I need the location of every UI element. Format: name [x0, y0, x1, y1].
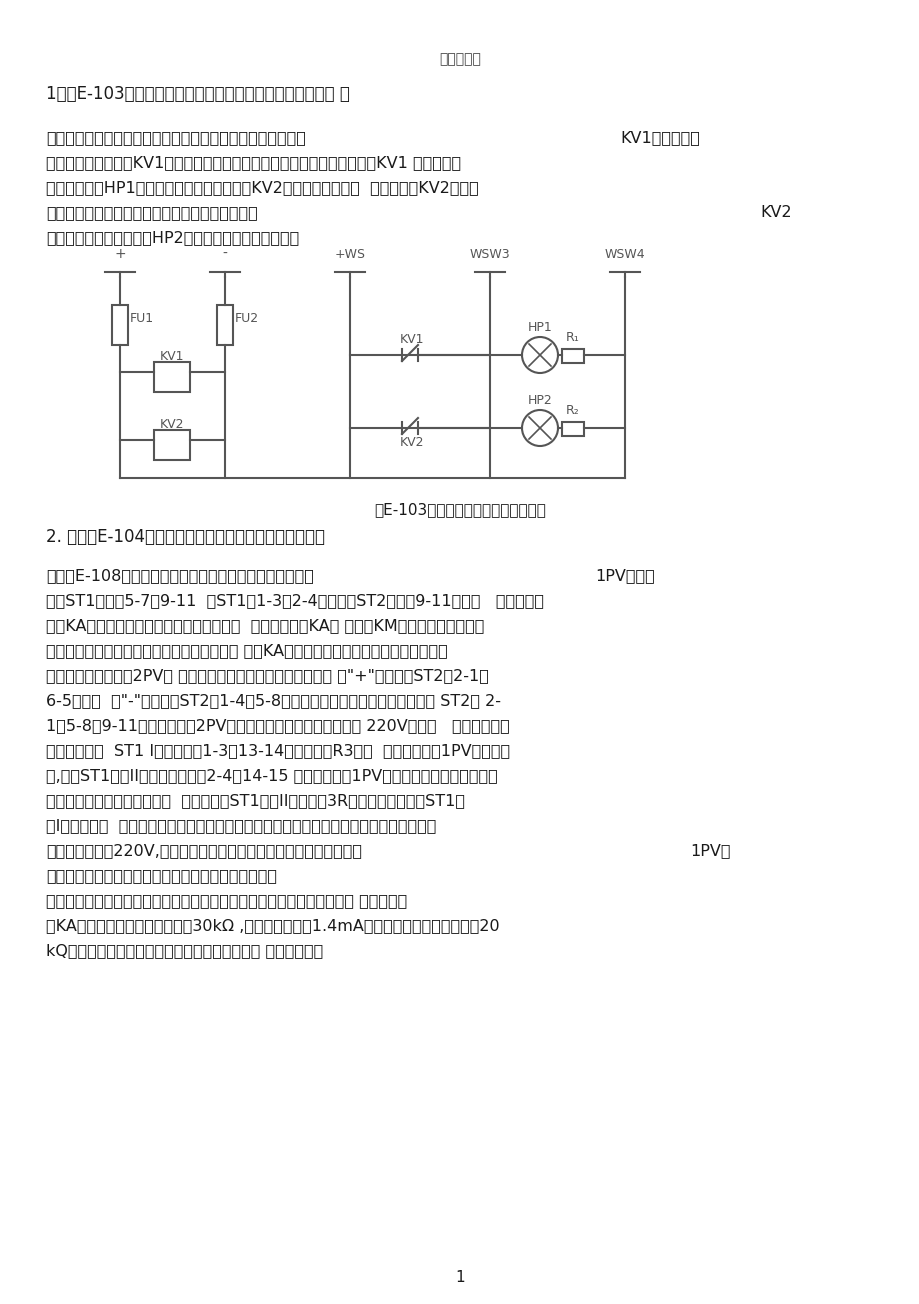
Text: 答：图E-108是常用的绝缘察装置接线图，正常时，电压表: 答：图E-108是常用的绝缘察装置接线图，正常时，电压表	[46, 569, 313, 583]
Text: 图E-103直流母线电压监视装置接线图: 图E-103直流母线电压监视装置接线图	[374, 502, 545, 516]
Text: HP2: HP2	[528, 394, 551, 407]
Text: KV1: KV1	[160, 349, 185, 363]
Bar	[112, 305, 128, 346]
Text: KV2: KV2	[759, 205, 790, 220]
Text: HP1: HP1	[528, 321, 551, 334]
Text: 励磁，其常开触点闭合，HP2光字牌亮，发出音响信号。: 励磁，其常开触点闭合，HP2光字牌亮，发出音响信号。	[46, 230, 299, 245]
Text: FU2: FU2	[234, 312, 259, 325]
Text: KV2: KV2	[160, 419, 185, 432]
Text: 缺点）。此时，可用2PV进 行检查，确定是哪一极的绝缘下降（ 测"+"对地时，ST2的2-1、: 缺点）。此时，可用2PV进 行检查，确定是哪一极的绝缘下降（ 测"+"对地时，S…	[46, 668, 488, 683]
Text: 1、5-8、9-11接通，电压表2PV可测正、负母线间电压，指示为 220V。），   若正极对地绝: 1、5-8、9-11接通，电压表2PV可测正、负母线间电压，指示为 220V。）…	[46, 719, 509, 733]
Text: 1: 1	[455, 1270, 464, 1284]
Text: 1、图E-103为直流母线电压监视装置电路图，请说明其作用 。: 1、图E-103为直流母线电压监视装置电路图，请说明其作用 。	[46, 85, 349, 103]
Text: 至I档，读出直  流系统的对地总绝缘阻值。假如正极发生接地，则正极对地电压等于零。而: 至I档，读出直 流系统的对地总绝缘阻值。假如正极发生接地，则正极对地电压等于零。…	[46, 818, 436, 833]
Bar	[154, 363, 190, 393]
Text: 缘下降，则投  ST1 I档，其触点1-3、13-14接通，调节R3至电  桥平衡电压表1PV指示为零: 缘下降，则投 ST1 I档，其触点1-3、13-14接通，调节R3至电 桥平衡电…	[46, 743, 509, 758]
Text: 而使ST1的触点5-7、9-11  （ST1的1-3、2-4断开）与ST2的触点9-11接通，   投入接地继: 而使ST1的触点5-7、9-11 （ST1的1-3、2-4断开）与ST2的触点9…	[46, 593, 543, 608]
Text: -: -	[222, 246, 227, 261]
Text: KV1是低电压监: KV1是低电压监	[619, 130, 699, 145]
Text: R₁: R₁	[565, 331, 579, 344]
Text: KV1: KV1	[400, 333, 424, 346]
Text: 技能识绘图: 技能识绘图	[438, 52, 481, 67]
Text: 作测量直流系统的总绝缘电阻，盘面上画有电阻刻度。: 作测量直流系统的总绝缘电阻，盘面上画有电阻刻度。	[46, 868, 277, 883]
Text: 1PV用: 1PV用	[689, 842, 730, 858]
Text: 负极对地指示为220V,反之当负极发生接地时，情况与之相反。电压表: 负极对地指示为220V,反之当负极发生接地时，情况与之相反。电压表	[46, 842, 361, 858]
Text: KV2: KV2	[400, 436, 424, 449]
Text: 答：直流母线电压监视装置主要是反映直流电源电压的高低。: 答：直流母线电压监视装置主要是反映直流电源电压的高低。	[46, 130, 305, 145]
Text: R₂: R₂	[565, 404, 579, 417]
Circle shape	[521, 409, 558, 446]
Bar	[562, 349, 584, 363]
Text: 器KA有足够大的电阻值，一般选30kΩ ,而其启动电流为1.4mA，当任一极绝缘电阻下降到20: 器KA有足够大的电阻值，一般选30kΩ ,而其启动电流为1.4mA，当任一极绝缘…	[46, 918, 499, 932]
Text: 2. 说明图E-104直流绝缘监视装置接线图各元件的作用。: 2. 说明图E-104直流绝缘监视装置接线图各元件的作用。	[46, 528, 324, 546]
Text: 负极对地的绝缘电阻相等时，不管绝缘下降多 少，KA不可能动作，就不能发出信号，这是其: 负极对地的绝缘电阻相等时，不管绝缘下降多 少，KA不可能动作，就不能发出信号，这…	[46, 643, 448, 659]
Text: WSW3: WSW3	[470, 248, 510, 261]
Bar	[562, 422, 584, 436]
Text: 1PV开路，: 1PV开路，	[595, 569, 654, 583]
Bar	[217, 305, 233, 346]
Text: +: +	[114, 246, 126, 261]
Text: 6-5接通；  测"-"对地时，ST2的1-4、5-8接通。正常时，母线电压表转换开关 ST2的 2-: 6-5接通； 测"-"对地时，ST2的1-4、5-8接通。正常时，母线电压表转换…	[46, 692, 501, 708]
Text: 闭触点闭合，HP1光字牌亮，发出音响信号。KV2是过电压继电器，  正常电压时KV2失磁，: 闭触点闭合，HP1光字牌亮，发出音响信号。KV2是过电压继电器， 正常电压时KV…	[46, 180, 478, 196]
Text: 缘阻值。若为负极对地绝缘下  降，则先将ST1放在II档，调节3R至电桥平衡，再将ST1投: 缘阻值。若为负极对地绝缘下 降，则先将ST1放在II档，调节3R至电桥平衡，再将…	[46, 793, 464, 808]
Text: 电器KA当正极或负极绝缘下降到一定值时，  电桥不平衡使KA动 作，经KM而发出信号（若正、: 电器KA当正极或负极绝缘下降到一定值时， 电桥不平衡使KA动 作，经KM而发出信…	[46, 618, 483, 632]
Text: 伏,再将ST1投至II档，此时其触点2-4、14-15 接通，即可从1PV上读出直流系统的对地总绝: 伏,再将ST1投至II档，此时其触点2-4、14-15 接通，即可从1PV上读出…	[46, 768, 497, 782]
Text: FU1: FU1	[130, 312, 154, 325]
Text: WSW4: WSW4	[604, 248, 644, 261]
Circle shape	[521, 336, 558, 373]
Text: 其常开触点在断开位置，当电压过高超过整定值时: 其常开触点在断开位置，当电压过高超过整定值时	[46, 205, 257, 220]
Text: +WS: +WS	[335, 248, 365, 261]
Text: 视继电器，正常电压KV1励磁，其常闭触点断开，当电压降低到整定值时，KV1 失磁，其常: 视继电器，正常电压KV1励磁，其常闭触点断开，当电压降低到整定值时，KV1 失磁…	[46, 155, 460, 170]
Text: kQ时，即能发出信号。对地绝缘下降和发生接地 是两种情况。: kQ时，即能发出信号。对地绝缘下降和发生接地 是两种情况。	[46, 943, 323, 958]
Text: 由于在这种绝缘监察装置中有一个人工接地点，为防其它继电器误动，要 求电流继电: 由于在这种绝缘监察装置中有一个人工接地点，为防其它继电器误动，要 求电流继电	[46, 893, 407, 908]
Bar	[154, 430, 190, 460]
